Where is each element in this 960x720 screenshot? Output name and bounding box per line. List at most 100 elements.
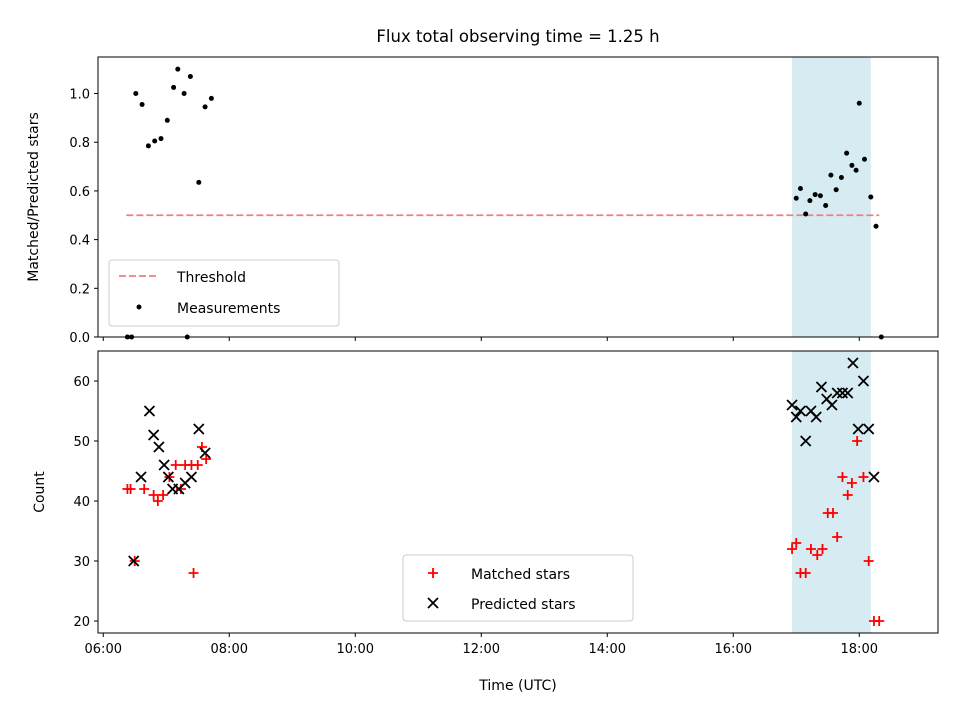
count-x-tick-label: 10:00 [337,642,374,657]
measurement-point [175,66,181,72]
predicted-star-point [790,411,802,423]
measurements-legend-label: Measurements [177,301,280,317]
measurement-point [208,95,214,101]
measurement-point [817,193,823,199]
matched-star-point [188,568,199,578]
matched-star-point [828,508,838,518]
predicted-star-point [199,447,211,459]
count-x-tick-label: 12:00 [463,642,500,657]
predicted-star-point [158,459,170,471]
predicted-star-point [148,429,160,441]
matched-star-point [158,490,169,500]
measurement-point [139,101,145,107]
measurement-point [862,156,867,162]
predicted-star-point [153,441,165,453]
predicted-legend-marker [427,597,439,609]
measurement-point [797,185,803,191]
predicted-star-point [857,375,870,387]
matched-star-point [812,550,823,560]
predicted-star-point [800,435,812,447]
threshold-legend-label: Threshold [176,270,246,286]
measurement-point [849,162,855,168]
measurement-point [833,187,839,193]
predicted-star-point [128,555,140,567]
ratio-panel-frame [97,56,939,338]
matched-legend-label: Matched stars [471,567,570,583]
predicted-star-point [810,411,822,423]
predicted-legend-label: Predicted stars [471,597,576,613]
measurement-point [828,172,834,178]
predicted-star-point [135,471,147,483]
measurement-point [187,73,193,79]
matched-star-point [175,484,186,494]
count-y-tick-label: 40 [73,495,90,510]
ratio-y-tick-label: 0.4 [69,234,90,249]
matched-star-point [791,538,802,548]
measurement-point [807,198,813,204]
predicted-star-point [847,357,859,369]
count-x-tick-label: 16:00 [715,642,752,657]
predicted-star-point [786,399,798,411]
ratio-y-tick-label: 0.2 [69,282,90,297]
predicted-star-point [185,471,198,483]
count-legend-box [402,554,634,622]
figure-title: Flux total observing time = 1.25 h [376,27,659,46]
predicted-star-point [826,399,838,411]
predicted-star-point [193,423,205,435]
predicted-star-point [836,387,849,399]
measurement-point [853,167,859,173]
predicted-star-point [863,423,875,435]
predicted-star-point [852,423,864,435]
measurement-point [793,195,799,201]
ratio-y-axis-label: Matched/Predicted stars [26,112,42,282]
ratio-y-tick-label: 0.8 [69,136,90,151]
measurement-point [181,91,187,97]
matched-star-point [148,490,159,500]
measurement-point [158,136,164,142]
measurement-point [803,211,809,217]
ratio-y-tick-label: 0.6 [69,185,90,200]
matched-legend-glyph [428,568,438,578]
matched-star-point [837,472,848,482]
predicted-star-point [815,381,828,393]
matched-star-point [125,484,136,494]
count-x-axis-label: Time (UTC) [478,678,556,694]
measurement-point [868,194,874,200]
matched-star-point [832,532,843,542]
matched-star-point [800,568,811,578]
measurement-point [202,104,208,110]
matched-star-point [805,544,816,554]
measurement-point [838,175,844,181]
matched-star-point [863,556,874,566]
predicted-star-point [868,471,880,483]
predicted-star-point [831,387,843,399]
matched-star-point [817,544,828,554]
measurement-point [873,223,879,229]
ratio-legend: Threshold Measurements [108,259,340,327]
measurement-point [152,138,158,144]
measurement-point [133,91,139,97]
predicted-star-point [842,387,854,399]
count-y-tick-label: 30 [73,555,90,570]
matched-star-point [842,490,853,500]
matched-star-point [787,544,798,554]
measurement-point [856,100,862,106]
measurement-point [196,179,202,185]
measurement-point [812,192,818,198]
measurements-legend-marker [136,304,142,310]
observing-window-shade [792,57,871,337]
count-y-tick-label: 20 [73,615,90,630]
predicted-star-point [162,471,174,483]
predicted-legend-glyph [427,597,439,609]
matched-star-point [170,460,181,470]
matched-star-point [152,496,163,506]
count-panel: 20 30 40 50 60 06:00 08:00 10:00 12:00 14:00 16:0… [32,350,939,694]
predicted-star-point [794,405,807,417]
matched-star-point [846,478,857,488]
matched-legend-marker [428,568,438,578]
matched-star-point [201,454,212,464]
observing-window-shade [792,351,871,633]
count-y-axis-label: Count [32,471,48,513]
count-x-tick-label: 08:00 [211,642,248,657]
